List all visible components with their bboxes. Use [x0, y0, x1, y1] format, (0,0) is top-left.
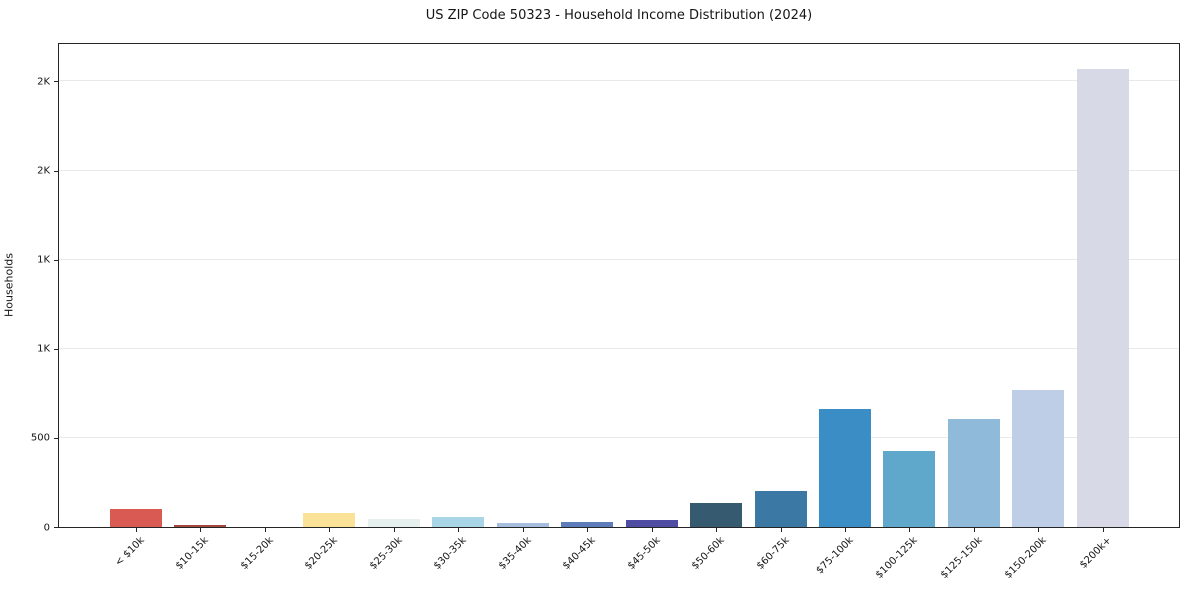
x-tick-mark: [329, 528, 331, 532]
y-tick-mark: [54, 259, 58, 261]
x-tick-mark: [264, 528, 266, 532]
gridline: [59, 258, 1179, 260]
x-tick-mark: [1038, 528, 1040, 532]
x-tick-mark: [1102, 528, 1104, 532]
bar-13: [883, 451, 936, 527]
x-tick-mark: [716, 528, 718, 532]
x-tick-mark: [458, 528, 460, 532]
y-tick-mark: [54, 437, 58, 439]
x-tick-mark: [587, 528, 589, 532]
x-tick-label: $15-20k: [238, 535, 276, 572]
gridline: [59, 169, 1179, 171]
bar-7: [496, 523, 549, 527]
bar-8: [561, 522, 614, 527]
y-tick-label: 0: [43, 522, 50, 533]
x-tick-label: $45-50k: [625, 535, 663, 572]
x-tick-label: $40-45k: [560, 535, 598, 572]
chart-title: US ZIP Code 50323 - Household Income Dis…: [425, 8, 813, 23]
x-tick-mark: [200, 528, 202, 532]
bar-14: [947, 419, 1000, 527]
gridline: [59, 436, 1179, 438]
y-tick-mark: [54, 348, 58, 350]
x-tick-label: $150-200k: [1003, 535, 1050, 581]
bar-5: [367, 518, 420, 527]
x-tick-label: $30-35k: [432, 535, 470, 572]
bar-2: [174, 525, 227, 527]
y-tick-mark: [54, 527, 58, 528]
y-tick-mark: [54, 170, 58, 172]
x-tick-label: $75-100k: [814, 535, 856, 577]
bar-10: [690, 502, 743, 527]
x-tick-mark: [844, 528, 846, 532]
bar-6: [432, 517, 485, 527]
x-tick-label: $20-25k: [303, 535, 341, 572]
x-tick-label: $125-150k: [938, 535, 985, 581]
x-tick-label: $25-30k: [367, 535, 405, 572]
y-tick-label: 1K: [37, 343, 50, 355]
bar-15: [1012, 389, 1065, 527]
bar-11: [754, 491, 807, 527]
bar-1: [110, 509, 162, 527]
x-tick-mark: [909, 528, 911, 532]
x-tick-mark: [522, 528, 524, 532]
x-tick-mark: [136, 528, 137, 532]
bar-16: [1076, 68, 1129, 527]
y-tick-label: 2K: [37, 165, 50, 177]
x-tick-mark: [393, 528, 395, 532]
x-tick-mark: [651, 528, 653, 532]
y-tick-label: 2K: [37, 76, 50, 88]
x-tick-mark: [780, 528, 782, 532]
y-tick-label: 500: [30, 432, 50, 444]
plot-area: [58, 43, 1180, 528]
x-tick-label: $35-40k: [496, 535, 534, 572]
x-tick-label: $60-75k: [754, 535, 792, 572]
x-tick-label: < $10k: [113, 535, 147, 569]
gridline: [59, 347, 1179, 349]
x-tick-label: $100-125k: [874, 535, 921, 581]
y-tick-mark: [54, 81, 58, 83]
bar-4: [303, 512, 356, 527]
y-tick-label: 1K: [37, 254, 50, 266]
bar-9: [625, 519, 678, 527]
x-tick-label: $10-15k: [174, 535, 212, 572]
x-tick-label: $200k+: [1077, 535, 1114, 571]
gridline: [59, 80, 1179, 82]
bar-12: [818, 409, 871, 527]
x-tick-label: $50-60k: [689, 535, 727, 572]
x-tick-mark: [973, 528, 975, 532]
